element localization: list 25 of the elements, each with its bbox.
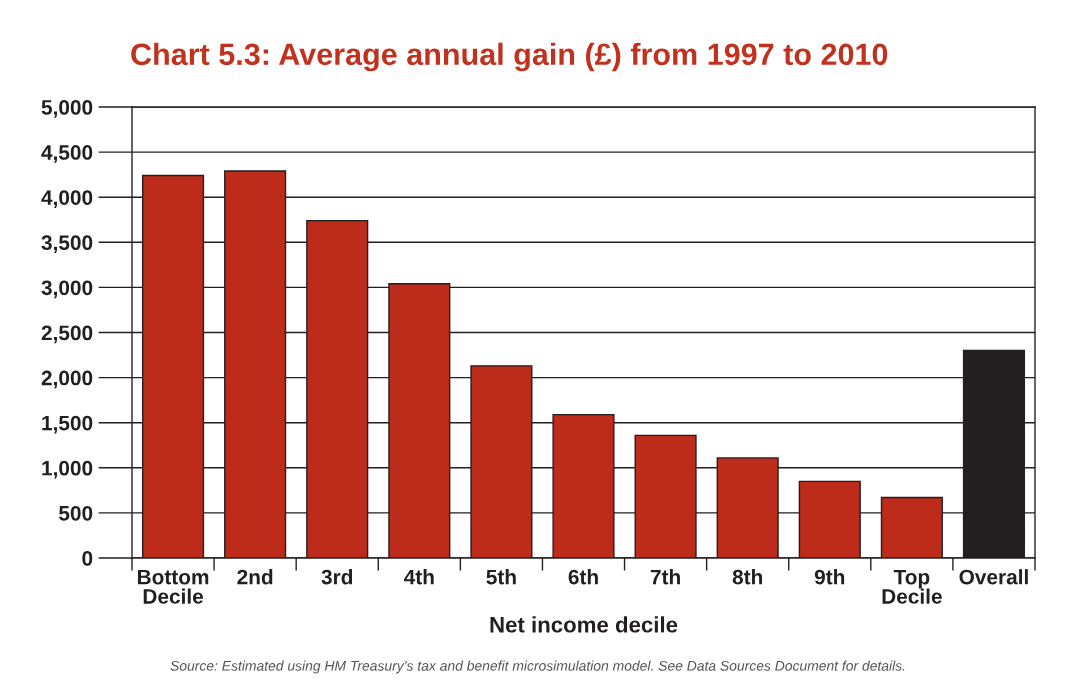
y-tick-label: 1,000 [42, 460, 93, 479]
y-tick-label: 3,500 [41, 235, 93, 254]
x-tick-label: 9th [814, 569, 845, 585]
x-tick-label: 7th [650, 569, 680, 585]
x-tick-label: 5th [486, 569, 516, 585]
x-tick-label: 6th [568, 569, 598, 585]
y-tick-label: 5,000 [41, 100, 93, 118]
y-tick-label: 500 [59, 505, 93, 521]
source-note: Source: Estimated using HM Treasury’s tax and benefit microsimulation model. See Data Sources Document for details. [170, 660, 905, 674]
x-tick-label: Overall [959, 569, 1028, 585]
x-tick-label: Bottom Decile [137, 569, 209, 604]
x-axis-title: Net income decile [490, 616, 678, 633]
x-tick-label: 4th [404, 569, 434, 585]
y-tick-label: 2,000 [41, 370, 93, 389]
y-tick-label: 4,000 [41, 190, 93, 208]
y-tick-label: 2,500 [41, 325, 93, 344]
y-tick-label: 0 [82, 551, 93, 566]
y-tick-label: 4,500 [41, 145, 93, 163]
y-tick-label: 3,000 [41, 280, 93, 299]
x-tick-label: 8th [732, 569, 763, 585]
chart-title: Chart 5.3: Average annual gain (£) from 1997 to 2010 [131, 42, 888, 72]
x-tick-label: Top Decile [882, 569, 942, 604]
x-tick-label: 2nd [237, 569, 273, 585]
y-tick-label: 1,500 [42, 415, 93, 434]
x-tick-label: 3rd [321, 569, 353, 585]
